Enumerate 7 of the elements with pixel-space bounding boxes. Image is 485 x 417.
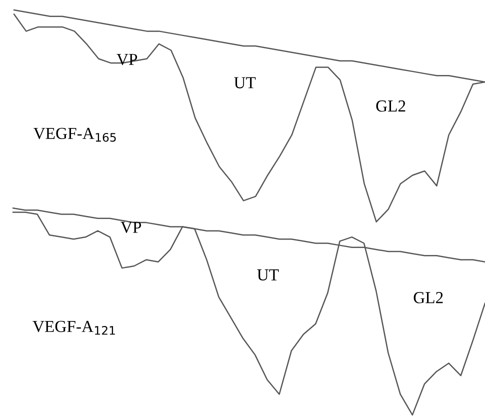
annotation: UT [257,269,279,281]
annotation: GL2 [414,292,443,304]
annotation: VEGF-A$_{165}$ [33,128,116,142]
annotation: GL2 [376,100,406,112]
annotation: UT [234,77,256,88]
annotation: VP [120,222,142,234]
annotation: VEGF-A$_{121}$ [32,320,115,335]
